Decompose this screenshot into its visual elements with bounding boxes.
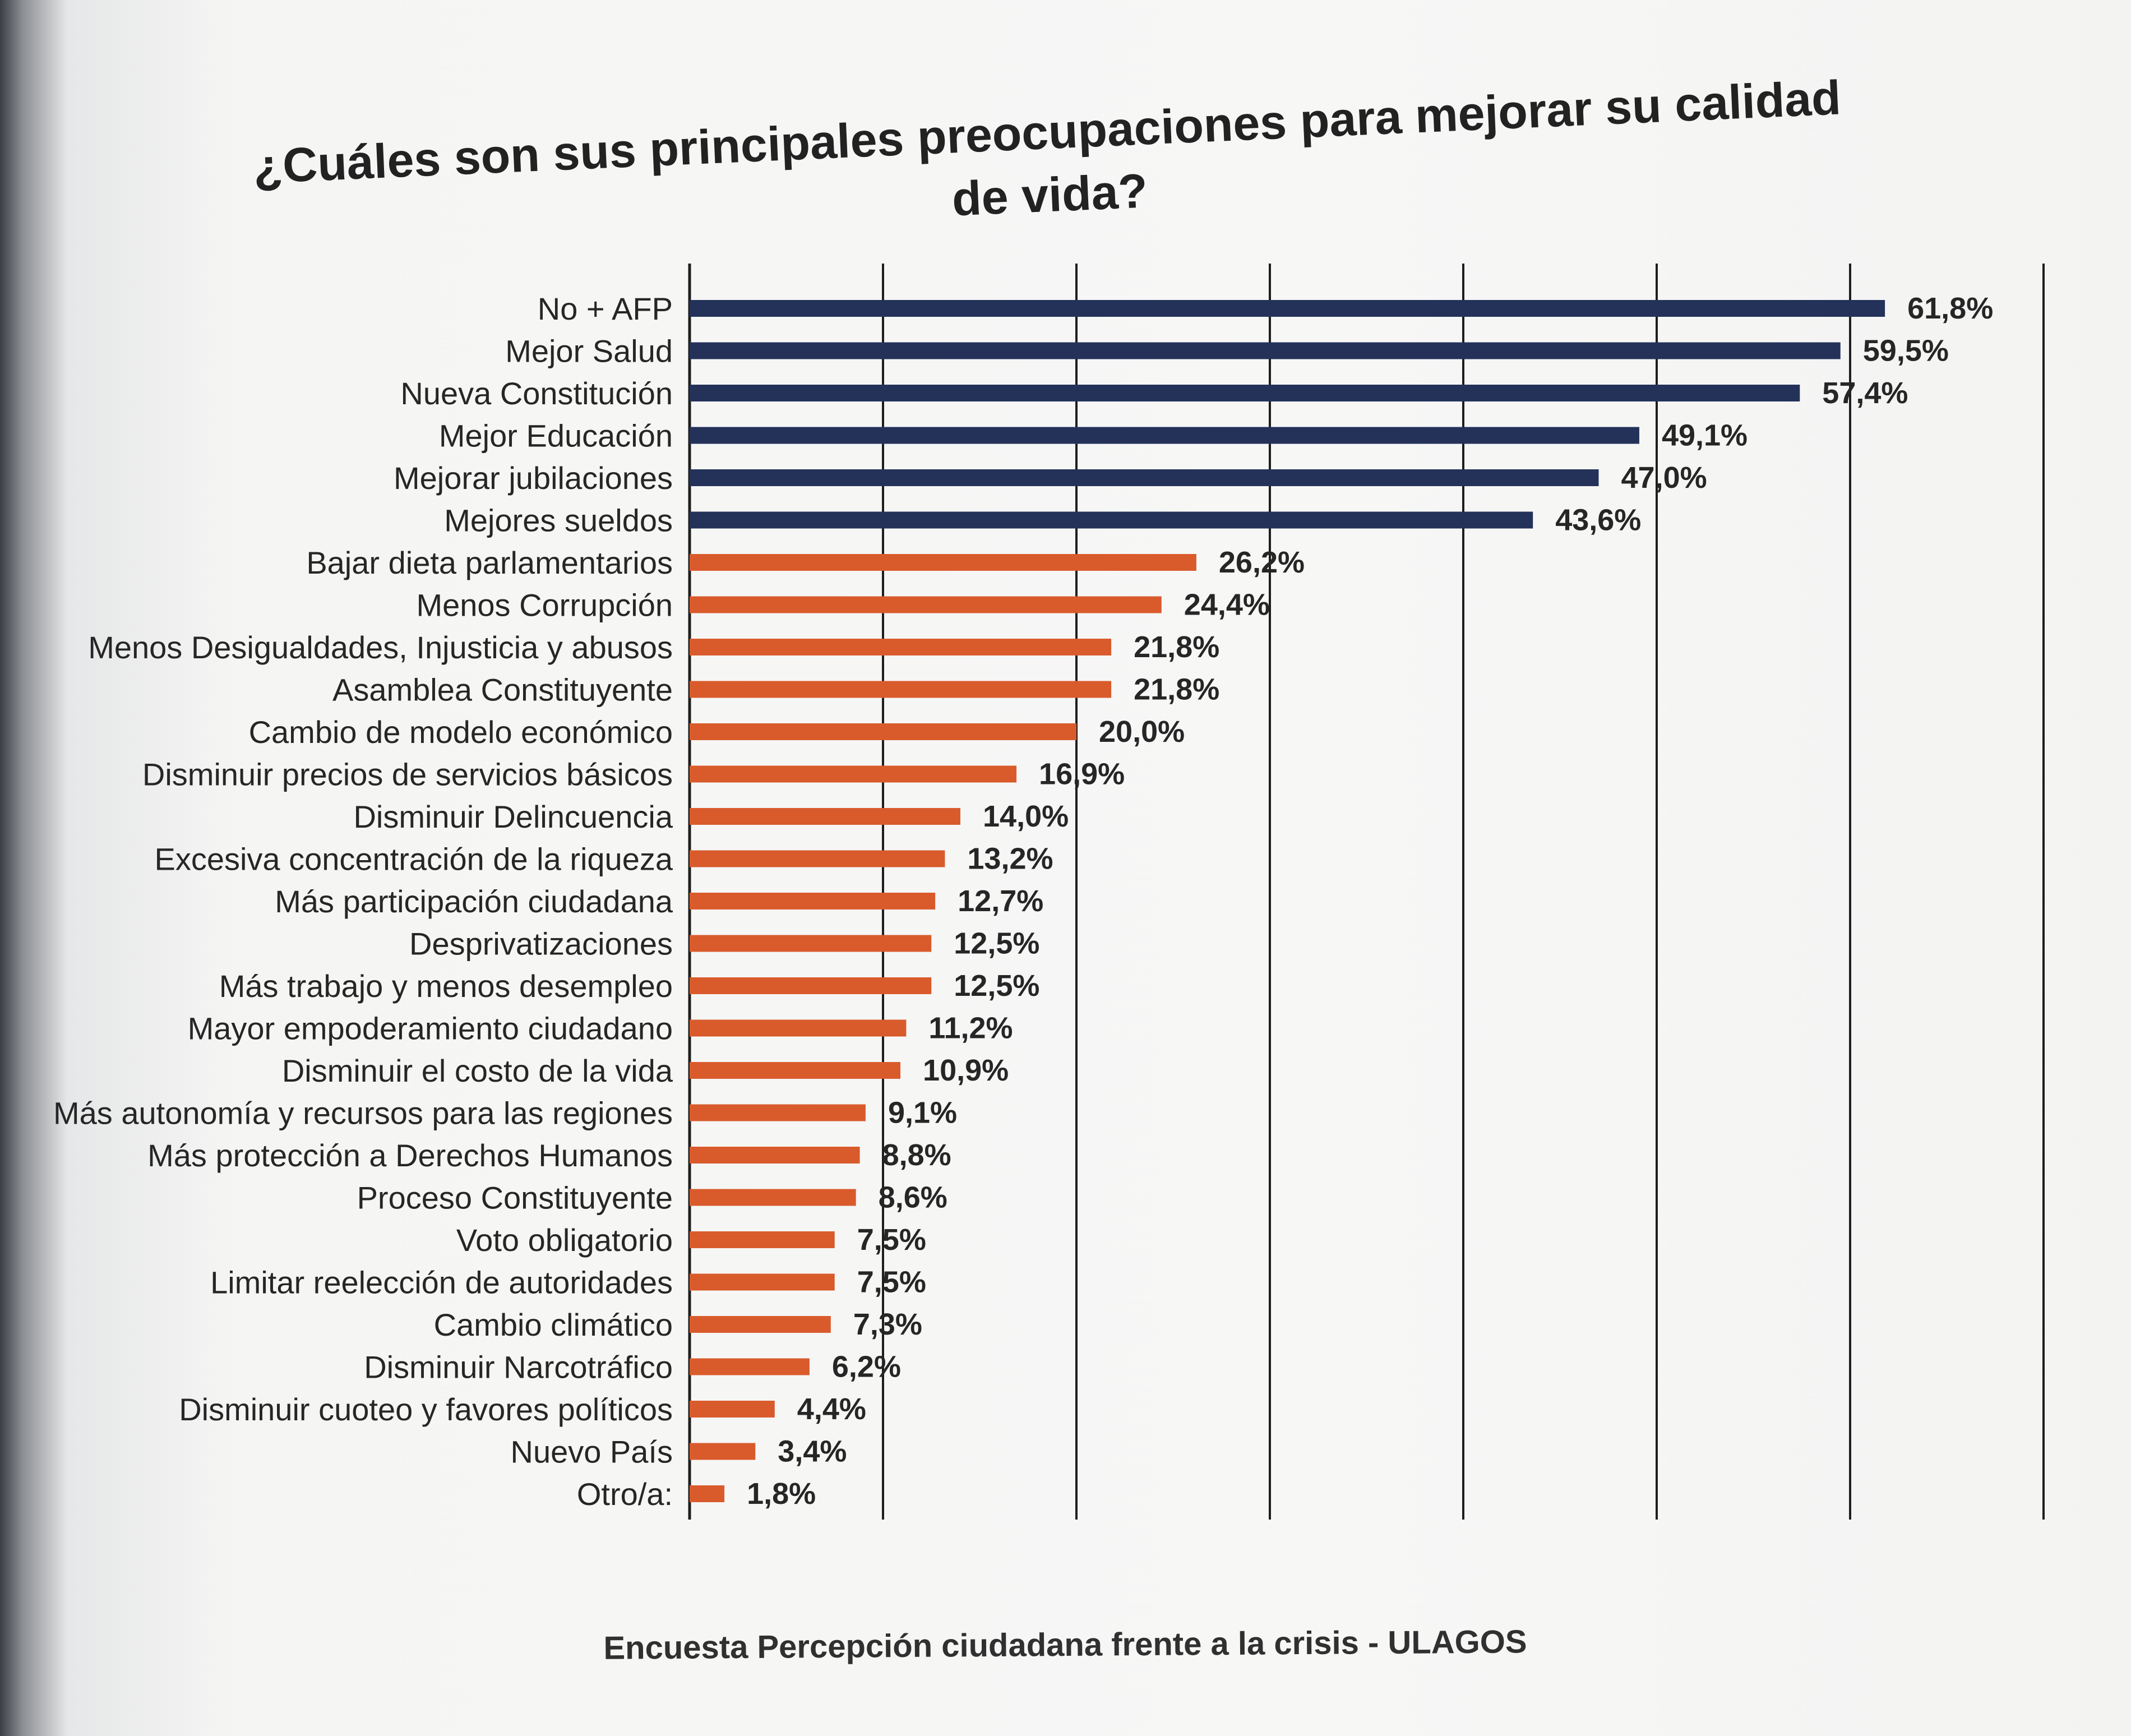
category-label: No + AFP [538,291,673,326]
bar [690,1189,856,1206]
value-label: 6,2% [832,1350,901,1384]
category-label: Disminuir precios de servicios básicos [142,757,673,792]
bar [690,385,1800,401]
category-label: Disminuir Narcotráfico [364,1350,673,1385]
category-label: Nueva Constitución [400,376,673,411]
category-labels: No + AFP Mejor Salud Nueva Constitución Mej… [53,291,673,1512]
value-label: 57,4% [1822,376,1908,410]
category-label: Mejor Salud [505,334,673,369]
category-label: Mejorar jubilaciones [394,460,673,496]
value-label: 4,4% [797,1392,866,1426]
value-label: 12,5% [954,969,1039,1003]
category-label: Voto obligatorio [456,1222,673,1258]
category-label: Más protección a Derechos Humanos [147,1138,673,1173]
category-label: Más participación ciudadana [275,884,673,919]
category-label: Más trabajo y menos desempleo [219,968,673,1004]
value-label: 10,9% [923,1054,1009,1087]
bar [690,893,936,909]
value-label: 21,8% [1134,630,1219,664]
value-label: 13,2% [967,842,1053,876]
bar [690,1358,810,1375]
value-label: 21,8% [1134,673,1219,707]
value-labels: 61,8% 59,5% 57,4% 49,1% 47,0% 43,6% 26,2% 24,4%… [747,292,1993,1511]
bar [690,427,1639,444]
bar [690,935,932,952]
category-label: Menos Desigualdades, Injusticia y abusos [88,630,673,665]
bar [690,469,1599,486]
bar [690,1273,835,1291]
value-label: 8,6% [879,1181,947,1215]
bar [690,1019,907,1037]
category-label: Menos Corrupción [416,588,673,623]
bar [690,639,1112,655]
bar [690,1401,775,1418]
value-label: 9,1% [888,1096,957,1130]
value-label: 14,0% [983,800,1069,833]
category-label: Desprivatizaciones [409,926,673,962]
bar [690,723,1076,740]
category-label: Disminuir el costo de la vida [282,1053,673,1088]
bar [690,342,1841,359]
value-label: 11,2% [928,1012,1013,1045]
value-label: 26,2% [1219,546,1305,579]
category-label: Excesiva concentración de la riqueza [154,842,673,877]
bar [690,1316,831,1333]
value-label: 12,7% [958,884,1043,918]
bar [690,977,932,994]
bar [690,1104,866,1121]
category-label: Cambio climático [434,1307,673,1342]
category-label: Otro/a: [577,1476,673,1512]
category-label: Disminuir cuoteo y favores políticos [179,1392,673,1427]
value-label: 7,5% [857,1223,926,1257]
category-label: Bajar dieta parlamentarios [306,545,673,580]
category-label: Asamblea Constituyente [332,672,673,708]
bar [690,300,1885,317]
value-label: 16,9% [1039,758,1125,791]
category-label: Mejores sueldos [444,503,673,538]
bar [690,1443,756,1460]
category-label: Cambio de modelo económico [249,714,673,750]
value-label: 7,5% [857,1266,926,1299]
category-label: Disminuir Delincuencia [353,799,673,834]
value-label: 59,5% [1863,334,1949,368]
bar [690,808,960,825]
category-label: Limitar reelección de autoridades [210,1265,673,1300]
bar [690,1485,725,1502]
category-label: Nuevo País [511,1434,673,1470]
category-label: Más autonomía y recursos para las region… [53,1096,673,1131]
value-label: 8,8% [882,1138,951,1172]
category-label: Proceso Constituyente [357,1180,673,1216]
category-label: Mejor Educación [439,418,673,454]
value-label: 7,3% [853,1308,922,1341]
bar [690,554,1196,571]
bar [690,1062,901,1079]
bars [690,300,1885,1502]
value-label: 43,6% [1555,504,1641,537]
value-label: 47,0% [1621,461,1707,495]
bar [690,765,1017,783]
category-label: Mayor empoderamiento ciudadano [188,1011,673,1046]
value-label: 20,0% [1099,715,1185,749]
value-label: 3,4% [778,1435,847,1469]
bar [690,511,1533,529]
value-label: 1,8% [747,1477,816,1511]
value-label: 12,5% [954,927,1039,961]
bar [690,850,945,867]
value-label: 61,8% [1907,292,1993,325]
value-label: 49,1% [1662,419,1748,453]
bar [690,681,1112,698]
bar [690,1231,835,1248]
value-label: 24,4% [1184,588,1270,622]
bar [690,596,1162,613]
bar [690,1147,860,1164]
